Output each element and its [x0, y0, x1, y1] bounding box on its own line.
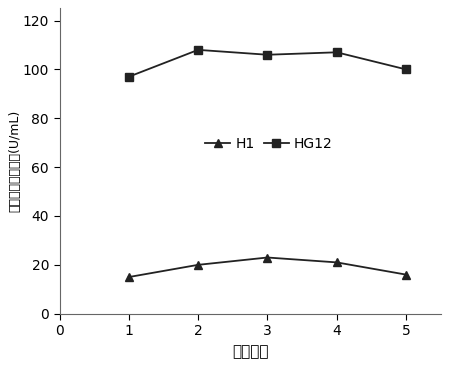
Y-axis label: 阿魏酸脱署酶活／(U/mL): 阿魏酸脱署酶活／(U/mL): [9, 110, 22, 212]
HG12: [403, 67, 409, 72]
HG12: [265, 52, 270, 57]
HG12: [195, 48, 201, 52]
Line: H1: H1: [125, 253, 410, 281]
H1: [195, 263, 201, 267]
Line: HG12: HG12: [125, 46, 410, 81]
HG12: [334, 50, 339, 55]
Legend: H1, HG12: H1, HG12: [200, 131, 339, 156]
H1: [126, 275, 132, 279]
H1: [265, 255, 270, 260]
H1: [403, 272, 409, 277]
H1: [334, 260, 339, 265]
X-axis label: 传代次数: 传代次数: [232, 344, 269, 359]
HG12: [126, 75, 132, 79]
